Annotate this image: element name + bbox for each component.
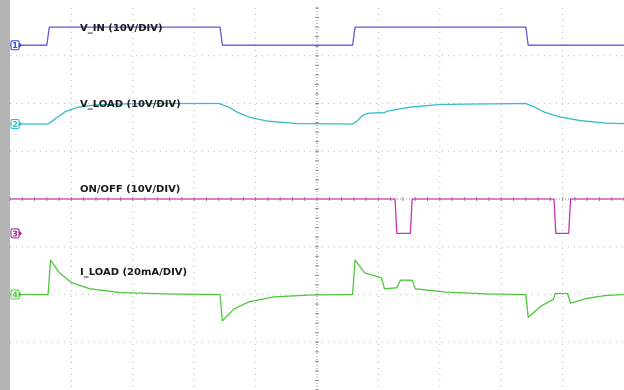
- trace-label-v-load: V_LOAD (10V/DIV): [80, 99, 181, 110]
- trace-label-on-off: ON/OFF (10V/DIV): [80, 184, 180, 195]
- trace-on-off: [10, 198, 624, 235]
- trace-v-in: [10, 26, 624, 46]
- trace-label-v-in: V_IN (10V/DIV): [80, 23, 163, 34]
- channel-marker-label: 4: [12, 291, 18, 300]
- channel-marker-arrow: [19, 121, 22, 128]
- trace-label-i-load: I_LOAD (20mA/DIV): [80, 267, 187, 278]
- trace-v-load: [10, 102, 624, 125]
- channel-marker-3: 3: [10, 228, 22, 239]
- channel-marker-label: 1: [12, 41, 18, 50]
- channel-marker-label: 3: [12, 229, 18, 238]
- channel-marker-2: 2: [10, 119, 22, 130]
- channel-marker-arrow: [19, 42, 22, 49]
- traces: [10, 26, 624, 322]
- trace-i-load: [10, 259, 624, 322]
- channel-marker-strip: [0, 0, 10, 390]
- channel-markers: 1 2 3 4: [10, 40, 22, 300]
- trace-labels: V_IN (10V/DIV) V_LOAD (10V/DIV) ON/OFF (…: [80, 23, 187, 278]
- channel-marker-4: 4: [10, 289, 22, 300]
- channel-marker-label: 2: [12, 120, 18, 129]
- channel-marker-arrow: [19, 230, 22, 237]
- channel-marker-arrow: [19, 291, 22, 298]
- channel-marker-1: 1: [10, 40, 22, 51]
